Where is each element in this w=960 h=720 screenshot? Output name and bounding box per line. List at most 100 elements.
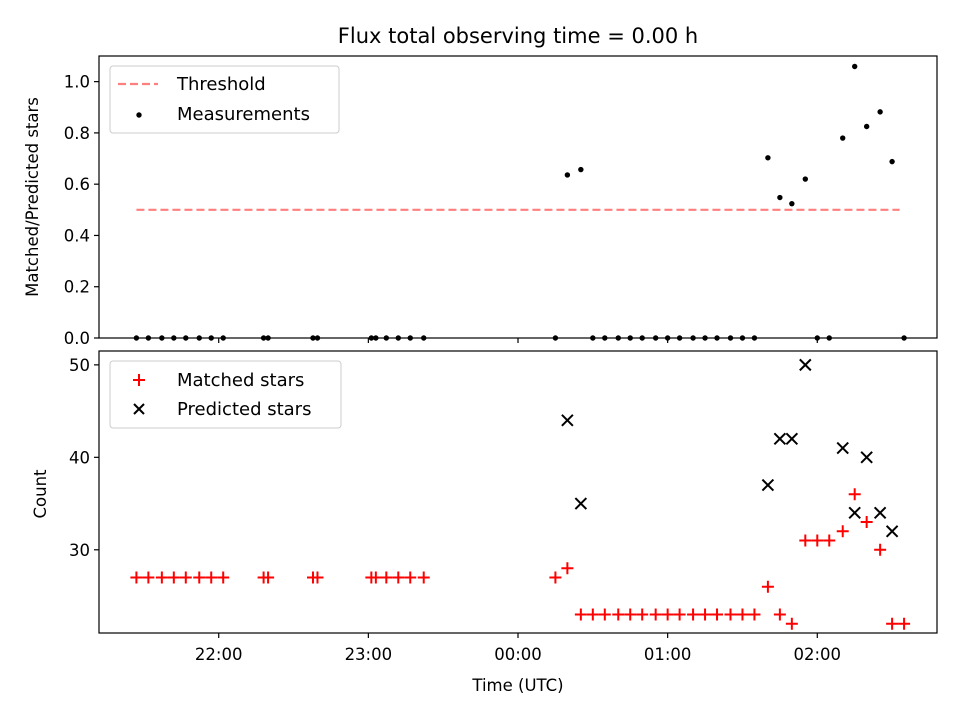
top-y-tick-label: 0.0 [64,329,90,348]
matched-star-point [205,571,218,584]
matched-star-point [748,608,761,621]
bottom-x-tick-label: 00:00 [494,645,542,664]
matched-star-point [586,608,599,621]
matched-star-point [860,516,873,529]
measurement-point [789,200,795,207]
matched-star-point [836,525,849,538]
matched-star-point [711,608,724,621]
predicted-star-point [561,414,574,427]
top-y-axis-label: Matched/Predicted stars [23,97,42,297]
measurement-point [802,176,809,182]
bottom-plot-marks [130,358,911,630]
chart-title: Flux total observing time = 0.00 h [338,24,698,48]
matched-star-point [217,571,230,584]
top-legend-box [109,65,340,134]
matched-star-point [886,617,899,630]
bottom-y-axis: 30 40 50 [69,356,99,560]
matched-star-point [612,608,625,621]
matched-star-point [155,571,168,584]
bottom-x-axis-label: Time (UTC) [471,676,563,695]
predicted-star-point [848,506,861,520]
matched-star-point [724,608,737,621]
bottom-y-tick-label: 40 [69,448,90,467]
top-y-tick-label: 1.0 [64,73,90,92]
legend-measurements-label: Measurements [177,104,310,125]
matched-star-point [848,488,861,501]
predicted-star-point [574,497,588,510]
bottom-y-tick-label: 50 [69,356,90,375]
matched-star-point [898,617,911,630]
measurement-point [877,109,883,115]
predicted-star-point [761,478,775,492]
matched-star-point [193,571,206,584]
bottom-x-tick-label: 22:00 [195,645,243,664]
measurement-point [765,155,771,161]
measurement-point [863,123,870,130]
matched-star-point [799,534,812,547]
predicted-star-point [836,441,849,455]
matched-star-point [785,617,798,630]
bottom-panel: 30 40 50 22:00 23:00 00:00 01:00 02:00 Count T… [31,350,938,695]
legend-predicted-label: Predicted stars [177,399,311,420]
measurement-point [564,172,571,178]
predicted-star-point [885,525,899,538]
matched-star-point [673,608,686,621]
measurement-point [578,166,584,173]
bottom-x-axis: 22:00 23:00 00:00 01:00 02:00 [195,633,841,664]
matched-star-point [380,571,393,584]
predicted-star-point [773,432,787,446]
matched-star-point [874,543,887,556]
bottom-legend-box [109,360,342,429]
matched-star-point [811,534,824,547]
predicted-star-point [785,432,799,446]
matched-star-point [823,534,836,547]
matched-star-point [649,608,662,621]
legend-predicted-swatch [133,403,145,415]
matched-star-point [179,571,192,584]
top-x-ticks [218,338,818,343]
top-y-tick-label: 0.8 [64,124,90,143]
legend-matched-swatch [133,374,145,386]
top-legend: Threshold Measurements [109,65,340,134]
legend-matched-label: Matched stars [177,370,304,391]
matched-star-point [661,608,674,621]
matched-star-point [549,571,562,584]
measurement-point [777,194,783,201]
predicted-star-point [799,358,812,372]
measurement-point [851,63,858,70]
bottom-legend: Matched stars Predicted stars [109,360,342,429]
matched-star-point [773,608,786,621]
matched-star-point [167,571,180,584]
measurement-point [889,158,895,165]
measurement-point [840,135,846,141]
matched-star-point [736,608,749,621]
bottom-x-tick-label: 23:00 [345,645,393,664]
top-y-tick-label: 0.2 [64,278,90,297]
matched-star-point [392,571,405,584]
predicted-star-point [873,506,887,520]
matched-star-point [311,571,324,584]
matched-star-point [404,571,417,584]
matched-star-point [142,571,155,584]
matched-star-point [687,608,700,621]
matched-star-point [417,571,430,584]
bottom-x-tick-label: 01:00 [644,645,692,664]
matched-star-point [636,608,649,621]
top-y-tick-label: 0.6 [64,175,90,194]
matched-star-point [130,571,143,584]
bottom-y-tick-label: 30 [69,541,90,560]
legend-measurements-swatch [136,112,142,118]
top-y-tick-label: 0.4 [64,226,90,245]
matched-star-point [598,608,611,621]
legend-threshold-label: Threshold [176,74,266,95]
top-y-axis: 0.0 0.2 0.4 0.6 0.8 1.0 [64,73,99,348]
matched-star-point [761,580,774,593]
matched-star-point [262,571,275,584]
top-panel: 0.0 0.2 0.4 0.6 0.8 1.0 Matched/Predicted sta… [23,55,938,348]
bottom-y-axis-label: Count [31,469,50,519]
matched-star-point [624,608,637,621]
matched-star-point [561,562,574,575]
matched-star-point [369,571,382,584]
matched-star-point [574,608,587,621]
